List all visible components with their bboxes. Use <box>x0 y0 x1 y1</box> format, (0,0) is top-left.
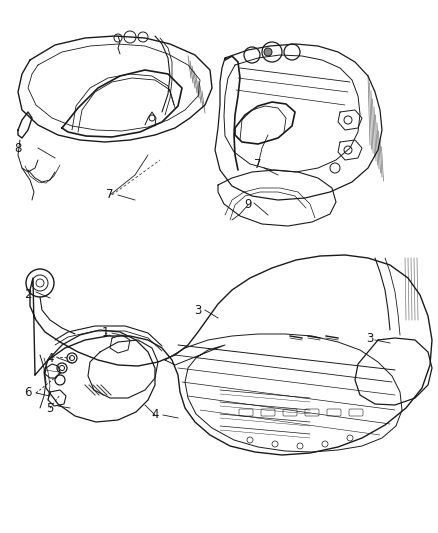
Text: 3: 3 <box>194 303 201 317</box>
Text: 4: 4 <box>151 408 159 422</box>
Text: 9: 9 <box>244 198 252 212</box>
Text: 5: 5 <box>46 401 54 415</box>
Text: 6: 6 <box>24 386 32 400</box>
Text: 7: 7 <box>106 189 114 201</box>
Circle shape <box>264 48 272 56</box>
Text: 8: 8 <box>14 141 22 155</box>
Text: 3: 3 <box>366 332 374 344</box>
Text: 2: 2 <box>24 288 32 302</box>
Text: 7: 7 <box>254 158 262 172</box>
Text: 4: 4 <box>46 351 54 365</box>
Text: 1: 1 <box>101 327 109 340</box>
